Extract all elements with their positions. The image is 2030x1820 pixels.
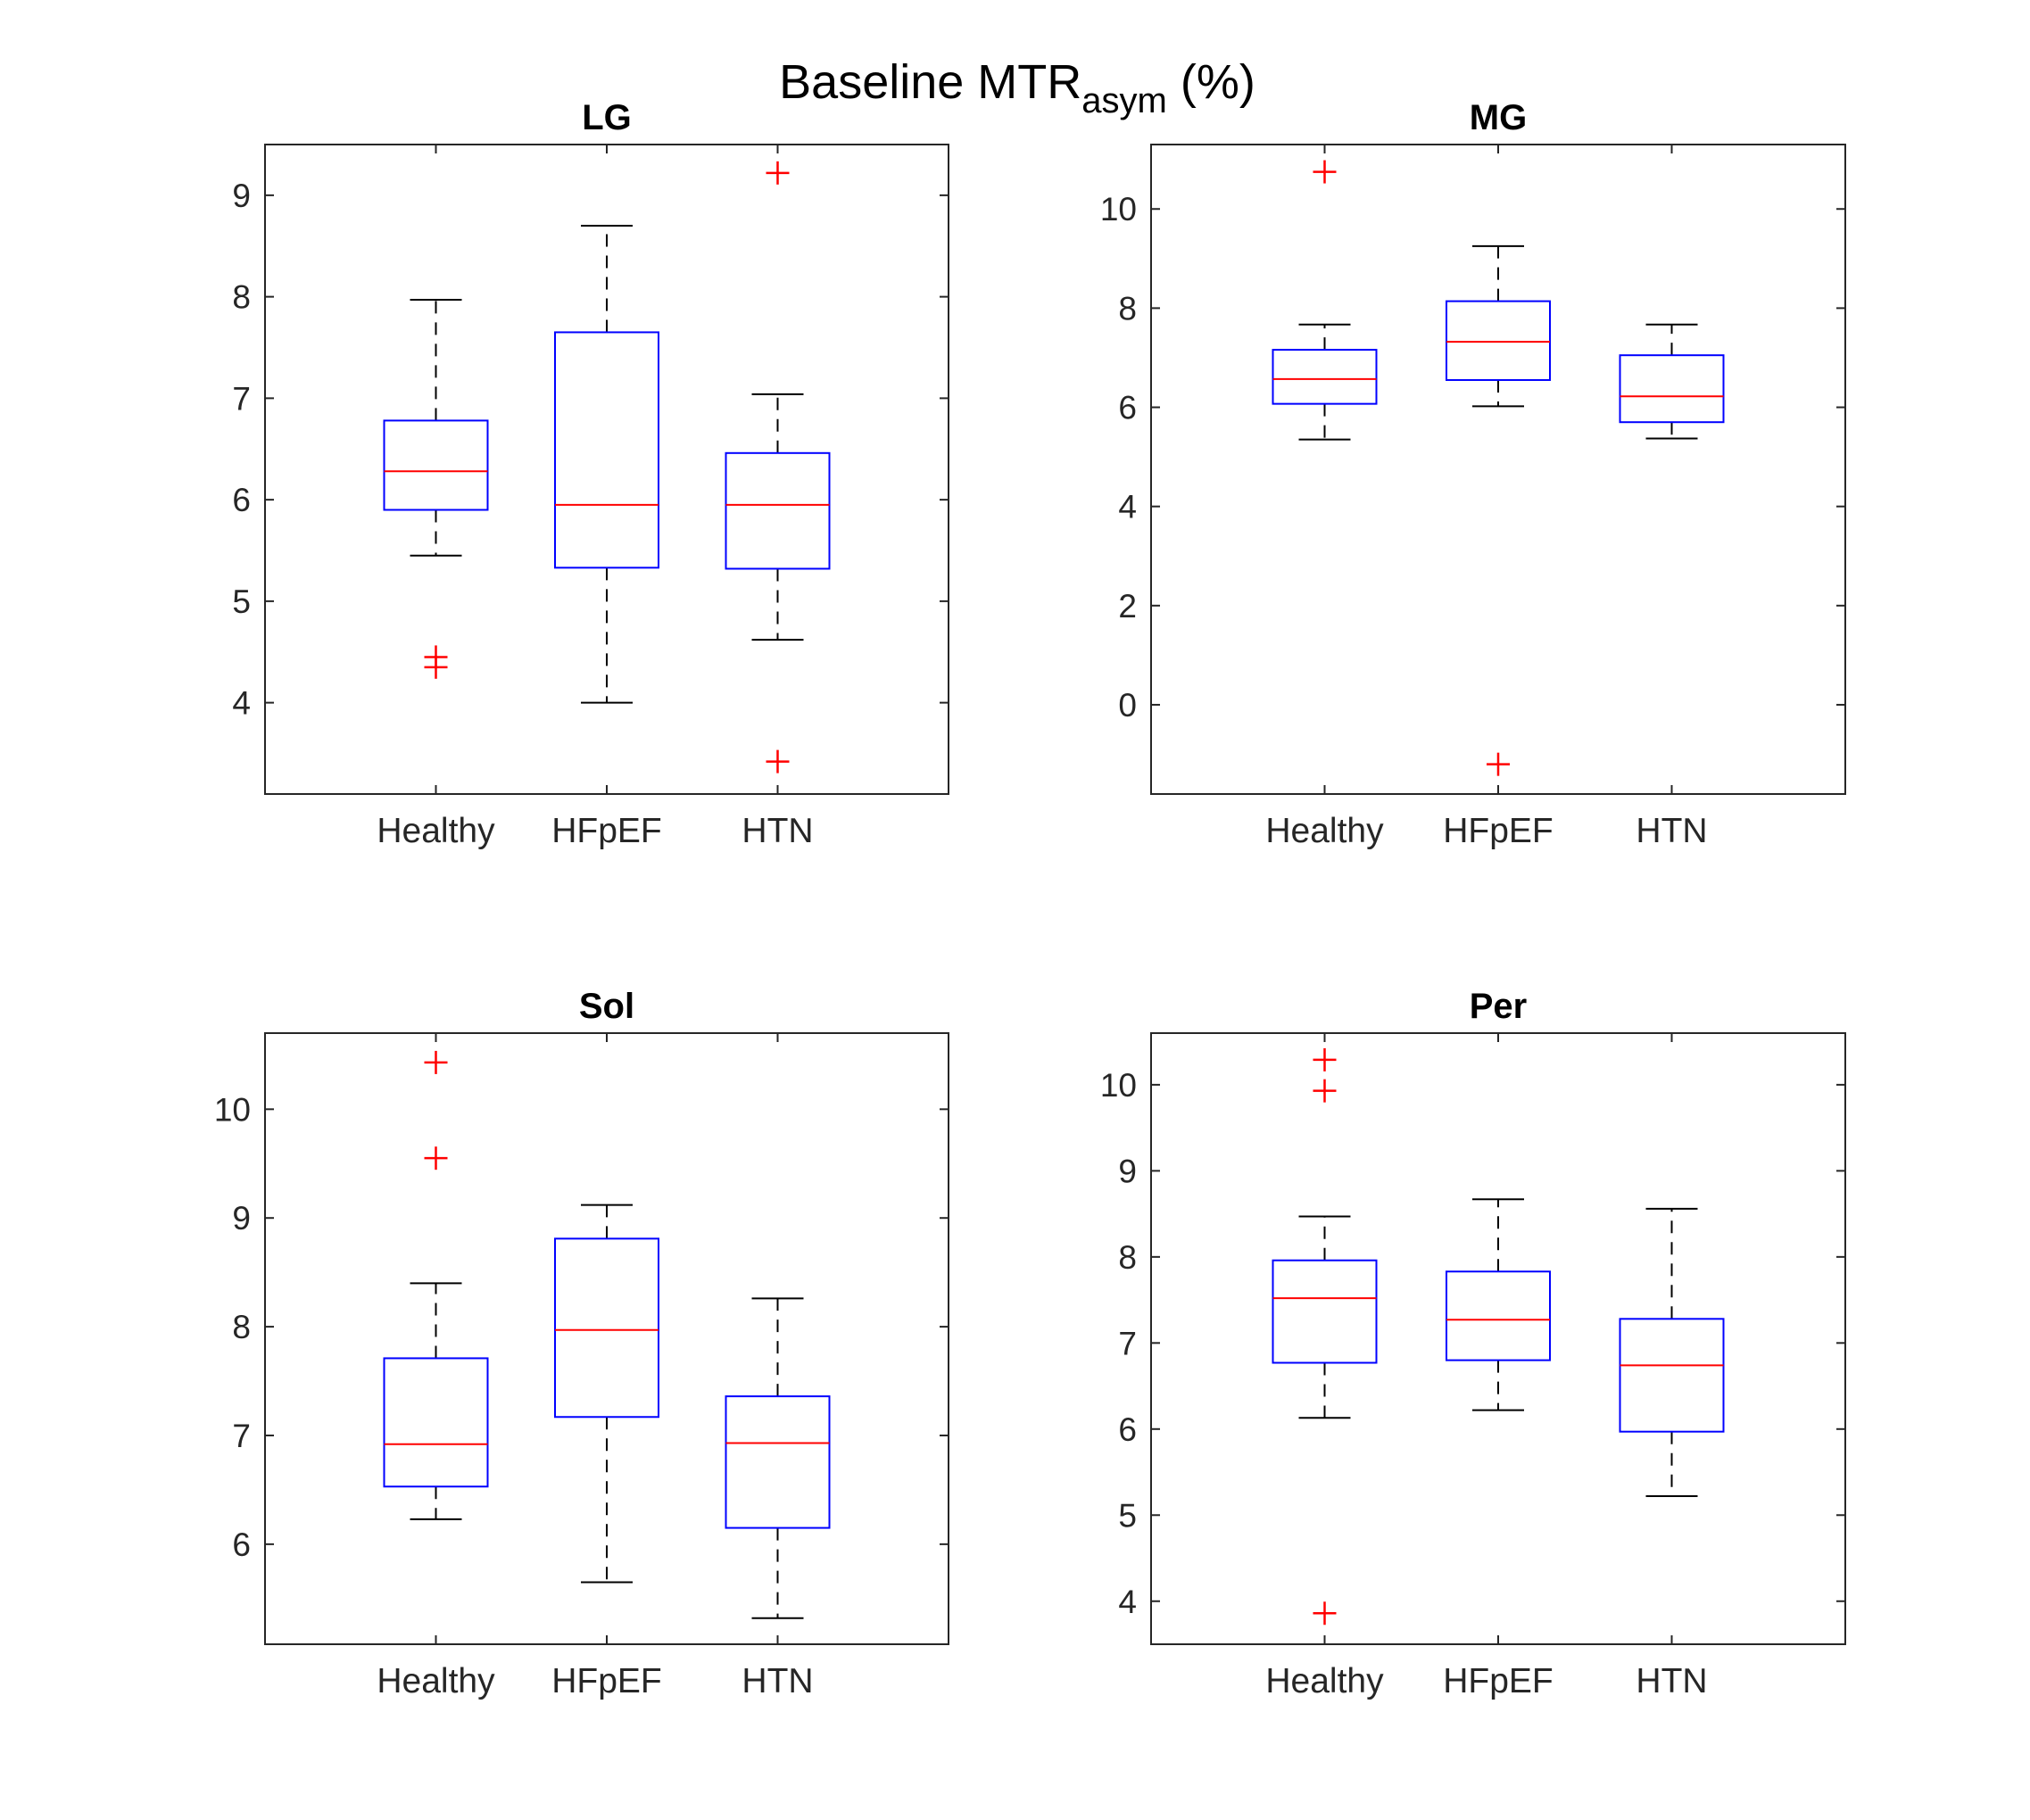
x-category-label-per: Healthy [1265,1662,1384,1700]
y-tick-label-lg: 8 [232,279,251,316]
plot-area-mg [1151,145,1845,794]
x-category-label-sol: Healthy [377,1662,495,1700]
y-tick-label-per: 8 [1118,1239,1137,1276]
x-category-label-sol: HFpEF [551,1662,662,1700]
x-category-label-per: HFpEF [1443,1662,1554,1700]
panel-per: 4 5 6 7 8 9 10 Per Healthy HFpEF HTN [1100,987,1845,1700]
x-category-label-mg: HTN [1636,812,1707,850]
x-category-label-mg: HFpEF [1443,812,1554,850]
y-tick-label-lg: 5 [232,583,251,620]
panels: 4 5 6 7 8 9 LG Healthy HFpEF HTN 0 2 4 6 8 10 MG Healthy H… [214,98,1845,1700]
x-category-label-lg: HFpEF [551,812,662,850]
y-tick-label-per: 7 [1118,1325,1137,1361]
figure-title-subscript: asym [1081,81,1167,120]
y-tick-label-sol: 8 [232,1309,251,1345]
plot-area-per [1151,1033,1845,1644]
y-tick-label-mg: 6 [1118,390,1137,426]
y-tick-label-sol: 7 [232,1418,251,1454]
panel-title-mg: MG [1470,98,1527,137]
y-tick-label-mg: 0 [1118,687,1137,724]
y-tick-label-sol: 10 [214,1091,251,1128]
panel-title-sol: Sol [579,987,634,1026]
figure-title-suffix: (%) [1167,55,1255,109]
y-tick-label-lg: 9 [232,178,251,214]
panel-lg: 4 5 6 7 8 9 LG Healthy HFpEF HTN [232,98,949,850]
figure-title-main: Baseline MTR [779,55,1081,109]
x-category-label-mg: Healthy [1265,812,1384,850]
y-tick-label-mg: 4 [1118,489,1137,525]
x-category-label-lg: HTN [742,812,813,850]
figure: Baseline MTRasym (%) 4 5 6 7 8 9 LG Healthy HFpE… [0,0,2030,1820]
panel-sol: 6 7 8 9 10 Sol Healthy HFpEF HTN [214,987,949,1700]
y-tick-label-lg: 4 [232,685,251,722]
panel-title-per: Per [1470,987,1528,1026]
y-tick-label-per: 6 [1118,1411,1137,1448]
x-category-label-lg: Healthy [377,812,495,850]
y-tick-label-per: 5 [1118,1497,1137,1534]
y-tick-label-lg: 7 [232,380,251,417]
figure-title: Baseline MTRasym (%) [779,55,1255,120]
x-category-label-sol: HTN [742,1662,813,1700]
y-tick-label-mg: 2 [1118,588,1137,625]
y-tick-label-mg: 8 [1118,290,1137,327]
y-tick-label-per: 4 [1118,1584,1137,1620]
y-tick-label-sol: 6 [232,1526,251,1563]
y-tick-label-sol: 9 [232,1200,251,1237]
y-tick-label-per: 9 [1118,1153,1137,1189]
y-tick-label-lg: 6 [232,482,251,518]
panel-title-lg: LG [582,98,632,137]
y-tick-label-per: 10 [1100,1067,1137,1104]
y-tick-label-mg: 10 [1100,191,1137,228]
panel-mg: 0 2 4 6 8 10 MG Healthy HFpEF HTN [1100,98,1845,850]
x-category-label-per: HTN [1636,1662,1707,1700]
